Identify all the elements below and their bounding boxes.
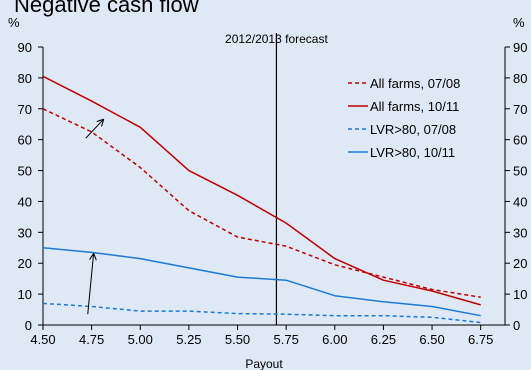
series-group	[42, 75, 481, 324]
y-axis-unit-right: %	[513, 15, 525, 30]
legend-label: LVR>80, 07/08	[370, 122, 456, 137]
x-axis-title: Payout	[245, 357, 283, 370]
legend-label: All farms, 07/08	[370, 76, 460, 91]
series-line-4	[42, 247, 481, 317]
x-tick-label: 4.50	[30, 332, 55, 347]
cropped-title: Negative cash flow	[14, 0, 199, 17]
x-tick-label: 6.25	[371, 332, 396, 347]
annotation-arrows	[85, 120, 104, 315]
y-tick-label-left: 20	[18, 256, 32, 271]
series-line-2	[42, 75, 481, 306]
y-axis-unit-left: %	[8, 15, 20, 30]
x-tick-label: 6.50	[419, 332, 444, 347]
axes-group: 0 0 10 10 20 20 30 30 40 40 50 50 60 60 70 70 80 80 90 90 4.…	[18, 40, 528, 347]
y-tick-label-left: 90	[18, 40, 32, 55]
legend-label: All farms, 10/11	[370, 99, 459, 114]
y-tick-label-right: 90	[513, 40, 527, 55]
x-tick-label: 4.75	[79, 332, 104, 347]
forecast-label: 2012/2013 forecast	[225, 32, 328, 46]
series-line-1	[42, 108, 481, 298]
annotation-arrow-1	[85, 120, 104, 139]
y-tick-label-left: 70	[18, 102, 32, 117]
y-tick-label-left: 10	[18, 287, 32, 302]
series-line-3	[42, 302, 481, 324]
x-tick-label: 6.00	[322, 332, 347, 347]
legend-label: LVR>80, 10/11	[370, 145, 455, 160]
y-tick-label-right: 60	[513, 133, 527, 148]
x-tick-label: 5.75	[274, 332, 299, 347]
y-tick-label-left: 40	[18, 194, 32, 209]
y-tick-label-right: 50	[513, 164, 527, 179]
y-tick-label-left: 0	[25, 318, 32, 333]
y-tick-label-right: 70	[513, 102, 527, 117]
x-tick-label: 5.00	[128, 332, 153, 347]
y-tick-label-right: 10	[513, 287, 527, 302]
x-tick-label: 6.75	[468, 332, 493, 347]
y-tick-label-right: 40	[513, 194, 527, 209]
y-tick-label-right: 30	[513, 225, 527, 240]
forecast-line-group: 2012/2013 forecast	[225, 32, 328, 325]
y-tick-label-right: 20	[513, 256, 527, 271]
y-tick-label-left: 80	[18, 71, 32, 86]
y-tick-label-left: 30	[18, 225, 32, 240]
y-tick-label-right: 80	[513, 71, 527, 86]
y-tick-label-left: 60	[18, 133, 32, 148]
x-tick-label: 5.25	[176, 332, 201, 347]
y-tick-label-left: 50	[18, 164, 32, 179]
x-tick-label: 5.50	[225, 332, 250, 347]
y-tick-label-right: 0	[513, 318, 520, 333]
annotation-arrow-2	[87, 254, 94, 315]
legend: All farms, 07/08 All farms, 10/11 LVR>80, …	[348, 76, 460, 160]
